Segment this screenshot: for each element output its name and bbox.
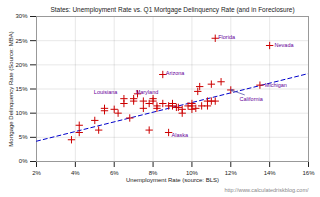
svg-text:4%: 4% <box>71 170 80 176</box>
svg-text:Mortgage Delinquency Rate (Sou: Mortgage Delinquency Rate (Source: MBA) <box>8 31 14 146</box>
svg-text:Louisiana: Louisiana <box>94 89 118 95</box>
svg-text:States: Unemployment Rate vs.: States: Unemployment Rate vs. Q1 Mortgag… <box>50 6 294 14</box>
svg-text:15%: 15% <box>15 86 28 92</box>
svg-text:California: California <box>240 96 264 102</box>
svg-text:12%: 12% <box>225 170 238 176</box>
svg-text:14%: 14% <box>264 170 277 176</box>
svg-text:0%: 0% <box>19 158 28 164</box>
svg-text:Alaska: Alaska <box>172 132 189 138</box>
svg-text:10%: 10% <box>186 170 199 176</box>
svg-text:Unemployment Rate (source: BLS: Unemployment Rate (source: BLS) <box>126 177 219 183</box>
svg-text:Michigan: Michigan <box>265 82 287 88</box>
svg-text:25%: 25% <box>15 38 28 44</box>
svg-text:Nevada: Nevada <box>275 42 295 48</box>
svg-text:5%: 5% <box>19 134 28 140</box>
svg-text:16%: 16% <box>302 170 315 176</box>
svg-text:Florida: Florida <box>218 34 236 40</box>
svg-text:10%: 10% <box>15 110 28 116</box>
svg-text:30%: 30% <box>15 13 28 19</box>
svg-text:Arizona: Arizona <box>166 70 186 76</box>
svg-text:http://www.calculatedriskblog.: http://www.calculatedriskblog.com/ <box>224 187 309 193</box>
svg-text:20%: 20% <box>15 62 28 68</box>
svg-text:8%: 8% <box>149 170 158 176</box>
svg-text:Maryland: Maryland <box>136 89 159 95</box>
svg-text:6%: 6% <box>110 170 119 176</box>
svg-text:2%: 2% <box>32 170 41 176</box>
